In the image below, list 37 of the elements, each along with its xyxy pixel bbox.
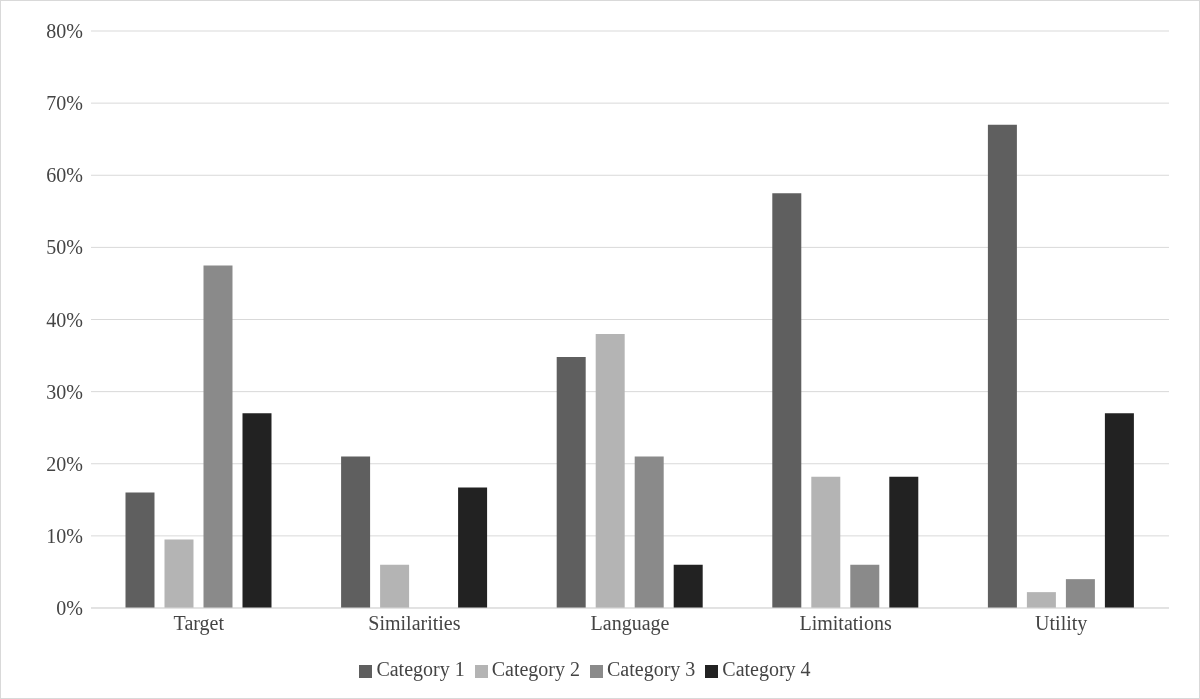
bar [772, 193, 802, 608]
x-tick-label: Limitations [799, 612, 892, 635]
bar [673, 564, 703, 608]
bar [164, 539, 194, 608]
bar [595, 333, 625, 608]
bar [242, 413, 272, 608]
y-tick-label: 80% [46, 20, 83, 43]
bar [850, 564, 880, 608]
y-tick-label: 60% [46, 164, 83, 187]
bar [203, 265, 233, 608]
bar [1026, 592, 1056, 608]
bar [380, 564, 410, 608]
bar [1104, 413, 1134, 608]
y-tick-label: 0% [56, 597, 83, 620]
y-tick-label: 20% [46, 452, 83, 475]
legend-label: Category 3 [607, 658, 696, 680]
x-tick-label: Language [590, 612, 670, 636]
y-tick-label: 30% [46, 380, 83, 403]
x-tick-label: Target [173, 612, 225, 636]
bar [341, 456, 371, 608]
x-tick-label: Utility [1035, 612, 1088, 636]
bar [889, 476, 919, 608]
legend-label: Category 1 [376, 658, 465, 680]
y-tick-label: 40% [46, 308, 83, 331]
bar [987, 124, 1017, 608]
bar [634, 456, 664, 608]
legend-label: Category 4 [722, 658, 811, 680]
bar [1065, 579, 1095, 608]
bar [458, 487, 488, 608]
x-tick-label: Similarities [368, 612, 461, 635]
bar [811, 476, 841, 608]
y-tick-label: 70% [46, 92, 83, 115]
legend-label: Category 2 [491, 658, 580, 680]
bar [125, 492, 155, 608]
y-tick-label: 10% [46, 524, 83, 547]
y-tick-label: 50% [46, 236, 83, 259]
bar [556, 357, 586, 608]
